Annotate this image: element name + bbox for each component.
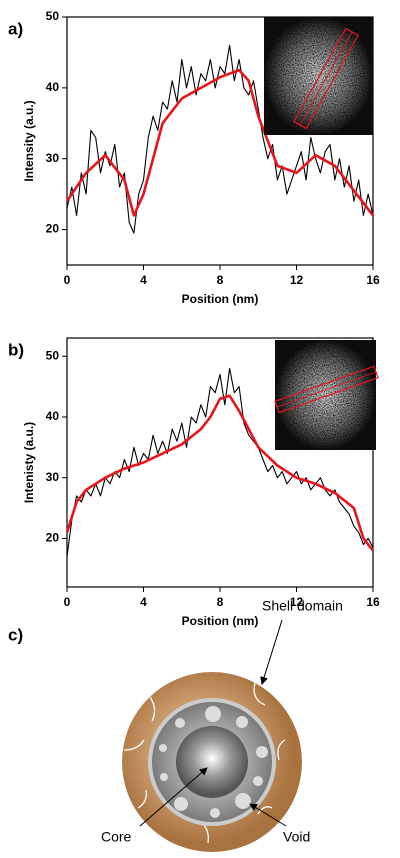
x-tick-label: 12 <box>290 595 304 609</box>
y-tick-label: 20 <box>46 222 60 236</box>
y-tick-label: 50 <box>46 348 60 362</box>
x-tick-label: 12 <box>290 273 304 287</box>
data-line <box>65 394 375 552</box>
x-tick-label: 8 <box>217 595 224 609</box>
inset-noise <box>275 340 376 450</box>
panel-label: a) <box>8 19 23 38</box>
x-tick-label: 16 <box>366 595 380 609</box>
voids <box>159 706 268 818</box>
line-scan-center <box>299 31 353 126</box>
y-axis-label: Intenisty (a.u.) <box>22 422 36 503</box>
y-tick-label: 30 <box>46 470 60 484</box>
y-tick-label: 20 <box>46 531 60 545</box>
x-tick-label: 4 <box>140 273 147 287</box>
x-axis-label: Position (nm) <box>182 614 259 628</box>
y-tick-label: 40 <box>46 409 60 423</box>
x-tick-label: 16 <box>366 273 380 287</box>
panel-label: c) <box>8 625 23 644</box>
diagram: c) Shell domain Core Void <box>8 598 343 852</box>
x-axis-label: Position (nm) <box>182 292 259 306</box>
data-line <box>66 367 374 557</box>
panel-label: b) <box>8 340 24 359</box>
core <box>176 726 248 798</box>
line-scan-box <box>293 27 359 130</box>
line-scan-box <box>274 365 379 414</box>
y-tick-label: 40 <box>46 80 60 94</box>
line-scan-center <box>276 371 377 408</box>
core-label: Core <box>101 829 132 845</box>
shell-label: Shell domain <box>262 598 343 614</box>
x-tick-label: 0 <box>64 595 71 609</box>
x-tick-label: 0 <box>64 273 71 287</box>
data-line <box>65 68 375 217</box>
arrow <box>249 803 287 827</box>
y-tick-label: 50 <box>46 9 60 23</box>
x-tick-label: 8 <box>217 273 224 287</box>
domain-boundaries <box>123 682 286 844</box>
y-axis-label: Intensity (a.u.) <box>22 100 36 181</box>
arrow <box>139 767 208 827</box>
x-tick-label: 4 <box>140 595 147 609</box>
inset-noise <box>264 17 373 135</box>
y-tick-label: 30 <box>46 151 60 165</box>
void-label: Void <box>283 829 310 845</box>
arrow <box>260 619 283 685</box>
